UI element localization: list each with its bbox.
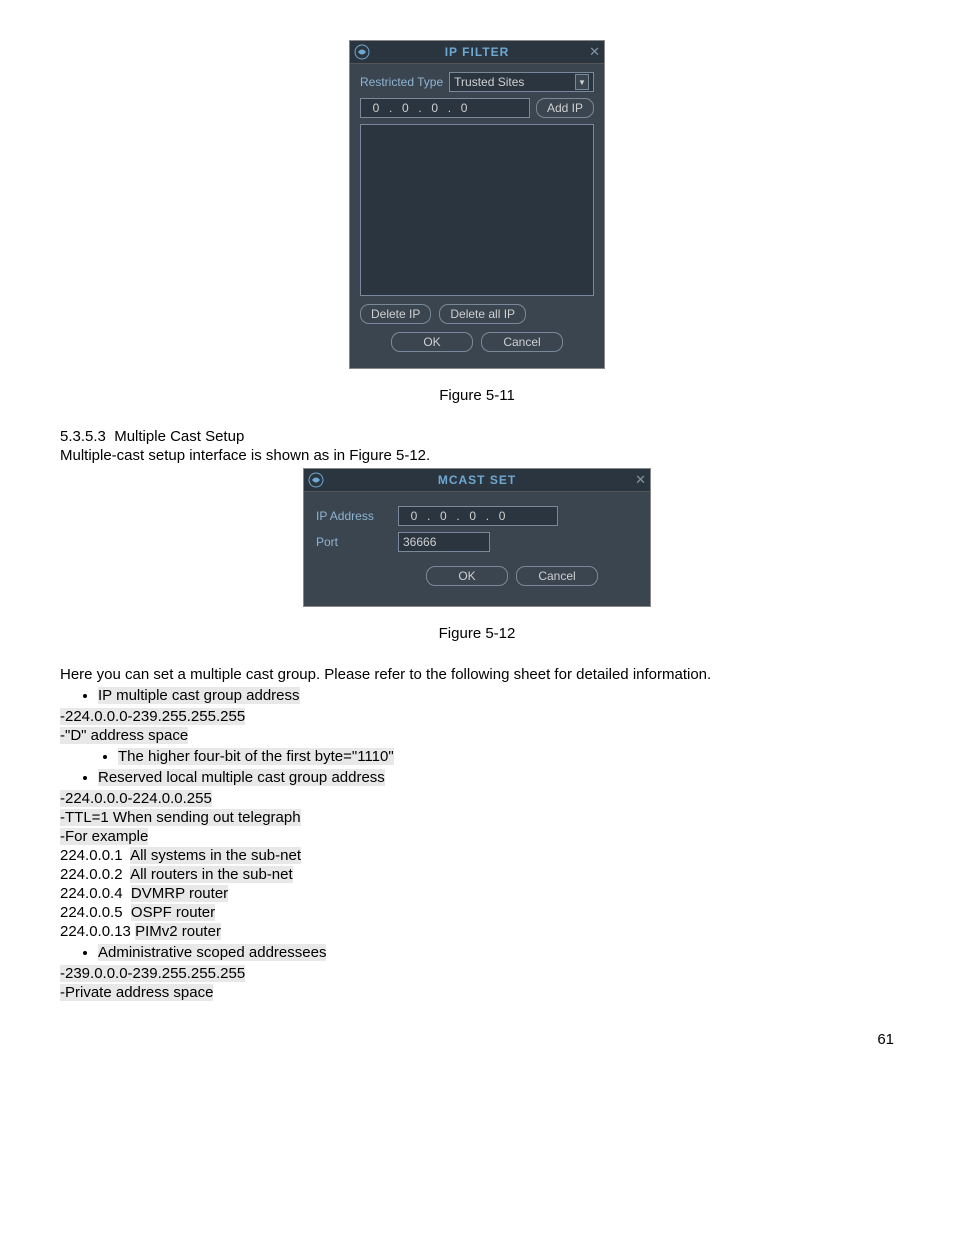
inner-bullet-list: The higher four-bit of the first byte="1…	[118, 748, 894, 765]
ok-button[interactable]: OK	[391, 332, 473, 352]
mcast-title: MCAST SET	[304, 473, 650, 487]
bullet-text: Reserved local multiple cast group addre…	[98, 769, 385, 786]
bullet-list: Reserved local multiple cast group addre…	[98, 769, 894, 786]
line: -Private address space	[60, 984, 894, 1001]
example-row: 224.0.0.4 DVMRP router	[60, 885, 894, 902]
section-title: Multiple Cast Setup	[114, 428, 244, 445]
example-row: 224.0.0.5 OSPF router	[60, 904, 894, 921]
restricted-type-value: Trusted Sites	[454, 75, 571, 89]
ok-button[interactable]: OK	[426, 566, 508, 586]
mcast-set-dialog: MCAST SET ✕ IP Address 0. 0. 0. 0 Port 3…	[303, 468, 651, 607]
bullet-text: The higher four-bit of the first byte="1…	[118, 748, 394, 765]
restricted-type-label: Restricted Type	[360, 75, 443, 89]
ip-address-label: IP Address	[316, 509, 386, 523]
ip-octet-2[interactable]: 0	[394, 101, 416, 115]
section-number: 5.3.5.3	[60, 428, 106, 445]
section-intro: Multiple-cast setup interface is shown a…	[60, 447, 894, 464]
close-icon[interactable]: ✕	[635, 472, 646, 488]
ip-filter-dialog: IP FILTER ✕ Restricted Type Trusted Site…	[349, 40, 605, 369]
mcast-ip-octet-1[interactable]: 0	[403, 509, 425, 523]
line: -224.0.0.0-224.0.0.255	[60, 790, 894, 807]
list-item: IP multiple cast group address	[98, 687, 894, 704]
ip-octet-4[interactable]: 0	[453, 101, 475, 115]
cancel-button[interactable]: Cancel	[516, 566, 598, 586]
delete-buttons-row: Delete IP Delete all IP	[360, 304, 594, 324]
cancel-button[interactable]: Cancel	[481, 332, 563, 352]
example-row: 224.0.0.13 PIMv2 router	[60, 923, 894, 940]
example-row: 224.0.0.2 All routers in the sub-net	[60, 866, 894, 883]
restricted-type-select[interactable]: Trusted Sites ▼	[449, 72, 594, 92]
example-row: 224.0.0.1 All systems in the sub-net	[60, 847, 894, 864]
mcast-port-row: Port 36666	[316, 532, 638, 552]
line: -For example	[60, 828, 894, 845]
line: -TTL=1 When sending out telegraph	[60, 809, 894, 826]
line: -239.0.0.0-239.255.255.255	[60, 965, 894, 982]
mcast-ip-octet-4[interactable]: 0	[491, 509, 513, 523]
restricted-type-row: Restricted Type Trusted Sites ▼	[360, 72, 594, 92]
close-icon[interactable]: ✕	[589, 44, 600, 60]
delete-ip-button[interactable]: Delete IP	[360, 304, 431, 324]
bullet-text: Administrative scoped addressees	[98, 944, 326, 961]
mcast-ok-cancel-row: OK Cancel	[316, 566, 638, 586]
mcast-ip-input[interactable]: 0. 0. 0. 0	[398, 506, 558, 526]
mcast-ip-octet-3[interactable]: 0	[462, 509, 484, 523]
ip-entry-row: 0. 0. 0. 0 Add IP	[360, 98, 594, 118]
bullet-list: IP multiple cast group address	[98, 687, 894, 704]
bullet-text: IP multiple cast group address	[98, 687, 300, 704]
port-input[interactable]: 36666	[398, 532, 490, 552]
bullet-list: Administrative scoped addressees	[98, 944, 894, 961]
list-item: The higher four-bit of the first byte="1…	[118, 748, 894, 765]
ip-octet-3[interactable]: 0	[424, 101, 446, 115]
ip-list[interactable]	[360, 124, 594, 296]
add-ip-button[interactable]: Add IP	[536, 98, 594, 118]
ip-input[interactable]: 0. 0. 0. 0	[360, 98, 530, 118]
line: -"D" address space	[60, 727, 894, 744]
ip-filter-title: IP FILTER	[350, 45, 604, 59]
figure-5-11-caption: Figure 5-11	[60, 387, 894, 404]
page-number: 61	[60, 1031, 894, 1048]
port-label: Port	[316, 535, 386, 549]
mcast-titlebar: MCAST SET ✕	[304, 469, 650, 492]
body-paragraph-1: Here you can set a multiple cast group. …	[60, 666, 894, 683]
list-item: Administrative scoped addressees	[98, 944, 894, 961]
mcast-ip-row: IP Address 0. 0. 0. 0	[316, 506, 638, 526]
figure-5-12-caption: Figure 5-12	[60, 625, 894, 642]
ip-filter-titlebar: IP FILTER ✕	[350, 41, 604, 64]
section-heading: 5.3.5.3 Multiple Cast Setup	[60, 428, 894, 445]
port-value: 36666	[403, 535, 436, 549]
ip-octet-1[interactable]: 0	[365, 101, 387, 115]
mcast-ip-octet-2[interactable]: 0	[432, 509, 454, 523]
ok-cancel-row: OK Cancel	[360, 332, 594, 352]
ip-filter-body: Restricted Type Trusted Sites ▼ 0. 0. 0.…	[350, 64, 604, 368]
delete-all-ip-button[interactable]: Delete all IP	[439, 304, 526, 324]
mcast-body: IP Address 0. 0. 0. 0 Port 36666 OK Canc…	[304, 492, 650, 606]
list-item: Reserved local multiple cast group addre…	[98, 769, 894, 786]
chevron-down-icon: ▼	[575, 74, 589, 90]
line: -224.0.0.0-239.255.255.255	[60, 708, 894, 725]
